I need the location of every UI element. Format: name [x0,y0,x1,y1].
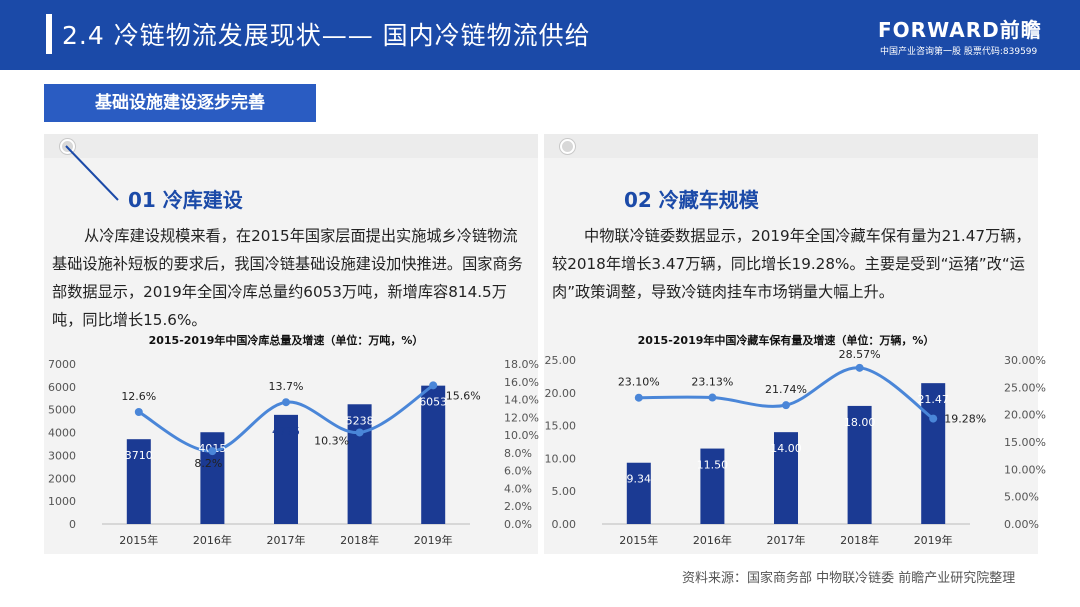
bar [126,439,151,524]
bar [921,383,946,524]
y2-tick-label: 0.00% [1004,518,1039,531]
y2-tick-label: 5.00% [1004,491,1039,504]
brand-logo: FORWARD前瞻 [878,18,1042,42]
growth-label: 13.7% [269,380,304,393]
y2-tick-label: 0.0% [504,518,532,531]
y2-tick-label: 12.0% [504,411,539,424]
title-marker [46,14,52,54]
y-tick-label: 0 [69,518,76,531]
y2-tick-label: 18.0% [504,358,539,371]
bar-value-label: 5238 [346,414,374,427]
page-title: 2.4 冷链物流发展现状—— 国内冷链物流供给 [62,21,591,50]
x-tick-label: 2015年 [119,533,158,547]
bar-value-label: 11.50 [697,459,729,472]
growth-point [634,393,643,402]
y-tick-label: 2000 [48,472,76,485]
cold-storage-chart: 2015-2019年中国冷库总量及增速（单位：万吨，%） 0 1000 2000 300… [48,333,539,547]
growth-point [429,381,438,390]
y2-tick-label: 6.0% [504,465,532,478]
y2-tick-label: 10.0% [504,429,539,442]
y2-tick-label: 8.0% [504,447,532,460]
section-tag: 基础设施建设逐步完善 [44,84,316,122]
growth-label: 23.10% [618,376,660,389]
growth-point [282,398,290,407]
y2-tick-label: 14.0% [504,394,539,407]
x-tick-label: 2017年 [767,533,806,547]
growth-point [855,363,864,372]
growth-point [782,401,790,410]
growth-label: 15.6% [446,389,481,402]
y-tick-label: 1000 [48,495,76,508]
brand-subtitle: 中国产业咨询第一股 股票代码:839599 [880,47,1038,57]
chart-title: 2015-2019年中国冷藏车保有量及增速（单位：万辆，%） [638,333,935,347]
bar-value-label: 14.00 [770,442,802,455]
x-tick-label: 2019年 [414,533,453,547]
bar-value-label: 6053 [419,396,447,409]
x-tick-label: 2015年 [619,533,658,547]
growth-point [708,393,717,402]
y-tick-label: 6000 [48,381,76,394]
x-tick-label: 2016年 [693,533,732,547]
bar [700,448,725,524]
y2-tick-label: 10.00% [1004,463,1046,476]
bar [274,414,298,524]
bar-value-label: 4775 [272,425,300,438]
right-panel-header [544,134,1038,158]
y2-tick-label: 25.00% [1004,381,1046,394]
growth-label: 23.13% [691,376,733,389]
y-tick-label: 25.00 [545,354,577,367]
y-tick-label: 4000 [48,427,76,440]
bar [847,405,872,524]
bar [347,404,372,524]
bar [626,462,651,524]
right-paragraph: 中物联冷链委数据显示，2019年全国冷藏车保有量为21.47万辆，较2018年增… [552,222,1032,306]
growth-point [208,447,217,456]
bar [421,385,446,524]
left-panel-header [44,134,538,158]
source-note: 资料来源：国家商务部 中物联冷链委 前瞻产业研究院整理 [682,571,1016,586]
y-tick-label: 3000 [48,449,76,462]
growth-label: 10.3% [314,434,349,447]
y2-tick-label: 4.0% [504,482,532,495]
left-paragraph: 从冷库建设规模来看，在2015年国家层面提出实施城乡冷链物流基础设施补短板的要求… [52,222,532,334]
right-paragraph-text: 中物联冷链委数据显示，2019年全国冷藏车保有量为21.47万辆，较2018年增… [552,227,1031,301]
x-tick-label: 2019年 [914,533,953,547]
growth-label: 12.6% [121,390,156,403]
left-paragraph-text: 从冷库建设规模来看，在2015年国家层面提出实施城乡冷链物流基础设施补短板的要求… [52,227,523,329]
left-section-title: 01 冷库建设 [128,188,243,212]
y-tick-label: 20.00 [545,387,577,400]
x-tick-label: 2018年 [340,533,379,547]
x-tick-label: 2016年 [193,533,232,547]
y-tick-label: 5.00 [552,485,577,498]
growth-label: 8.2% [194,457,222,470]
growth-label: 21.74% [765,383,807,396]
y-tick-label: 7000 [48,358,76,371]
y2-tick-label: 20.00% [1004,409,1046,422]
y-tick-label: 0.00 [552,518,577,531]
growth-point [929,414,938,423]
y2-tick-label: 16.0% [504,376,539,389]
chart-title: 2015-2019年中国冷库总量及增速（单位：万吨，%） [149,333,424,347]
y-tick-label: 5000 [48,404,76,417]
refrigerated-truck-chart: 2015-2019年中国冷藏车保有量及增速（单位：万辆，%） 0.00 5.00 10… [545,333,1046,547]
x-tick-label: 2018年 [840,533,879,547]
x-tick-label: 2017年 [267,533,306,547]
y2-tick-label: 2.0% [504,500,532,513]
bar-value-label: 21.47 [917,393,949,406]
growth-label: 28.57% [839,348,881,361]
y-tick-label: 10.00 [545,452,577,465]
bar-value-label: 3710 [125,449,153,462]
y2-tick-label: 30.00% [1004,354,1046,367]
pin-icon [560,139,575,154]
bar-value-label: 9.34 [627,473,652,486]
bar-value-label: 18.00 [844,416,876,429]
growth-point [355,428,364,437]
right-section-title: 02 冷藏车规模 [624,188,759,212]
growth-label: 19.28% [944,413,986,426]
header-bar: 2.4 冷链物流发展现状—— 国内冷链物流供给 FORWARD前瞻 中国产业咨询… [0,0,1080,70]
y-tick-label: 15.00 [545,420,577,433]
bar [774,432,798,524]
y2-tick-label: 15.00% [1004,436,1046,449]
growth-point [134,408,143,416]
